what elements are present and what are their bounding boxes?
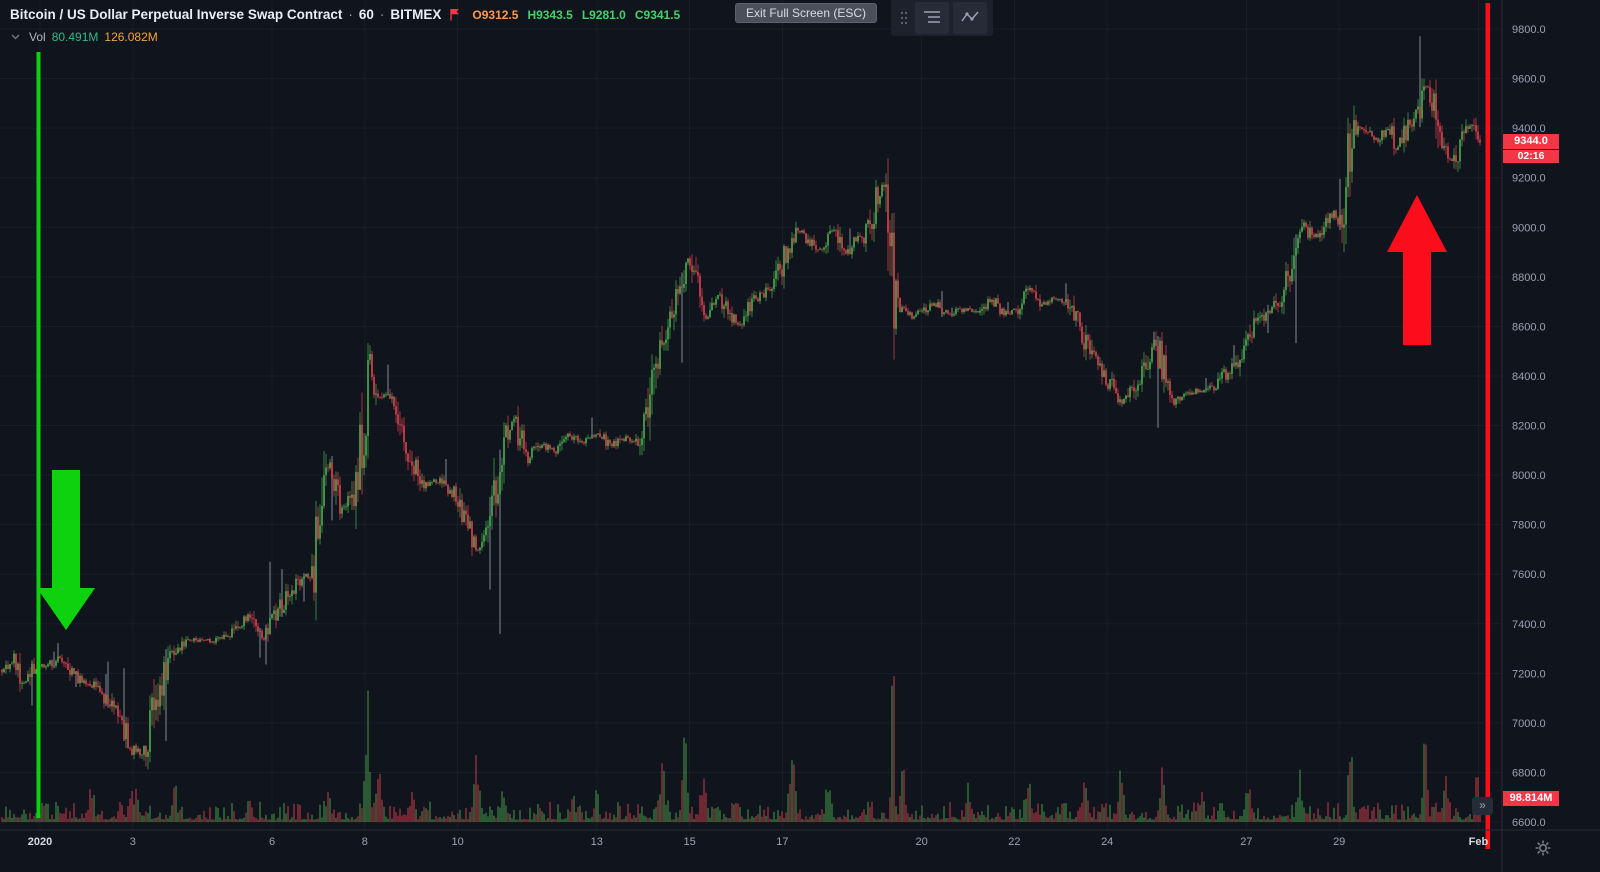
vertical-line-green[interactable] <box>36 52 41 818</box>
price-tick-label: 9600.0 <box>1512 74 1546 86</box>
price-tick-label: 8600.0 <box>1512 321 1546 333</box>
ohlc-low: L9281.0 <box>581 7 626 22</box>
time-tick-label: Feb <box>1469 836 1489 848</box>
trendline-zigzag-icon <box>961 10 979 27</box>
object-tree-icon <box>924 10 940 27</box>
separator-dot: · <box>379 7 385 22</box>
price-tick-label: 7200.0 <box>1512 668 1546 680</box>
chevron-down-icon[interactable] <box>8 33 23 41</box>
candles-layer <box>1 36 1481 770</box>
price-tick-label: 9000.0 <box>1512 222 1546 234</box>
price-tick-label: 7400.0 <box>1512 619 1546 631</box>
candle-countdown-tag: 02:16 <box>1503 150 1559 163</box>
last-price-tag: 9344.0 <box>1503 134 1559 149</box>
time-tick-label: 17 <box>776 836 788 848</box>
time-tick-label: 15 <box>683 836 695 848</box>
price-tick-label: 9400.0 <box>1512 123 1546 135</box>
ohlc-open: O9312.5 <box>472 7 519 22</box>
price-tick-label: 7600.0 <box>1512 569 1546 581</box>
separator-dot: · <box>348 7 353 22</box>
drag-handle-icon[interactable] <box>895 11 913 25</box>
time-tick-label: 2020 <box>28 836 52 848</box>
settings-gear-icon[interactable] <box>1534 839 1552 857</box>
time-tick-label: 22 <box>1008 836 1020 848</box>
object-tree-button[interactable] <box>915 2 949 34</box>
price-tick-label: 9800.0 <box>1512 24 1546 36</box>
price-tick-label: 7800.0 <box>1512 520 1546 532</box>
ohlc-values: O9312.5 H9343.5 L9281.0 C9341.5 <box>472 8 680 22</box>
exchange-label: BITMEX <box>390 7 442 22</box>
scroll-to-realtime-button[interactable]: » <box>1472 797 1493 815</box>
volume-value-tag: 98.814M <box>1503 791 1559 806</box>
floating-toolbar <box>891 0 993 36</box>
time-tick-label: 24 <box>1101 836 1113 848</box>
grid-layer <box>0 0 1502 830</box>
price-tick-label: 6800.0 <box>1512 767 1546 779</box>
interval-label[interactable]: 60 <box>358 7 374 22</box>
green-down-arrow[interactable] <box>37 470 95 630</box>
price-tick-label: 8000.0 <box>1512 470 1546 482</box>
volume-value: 80.491M <box>51 30 99 44</box>
ohlc-high: H9343.5 <box>527 7 573 22</box>
price-tick-label: 9200.0 <box>1512 173 1546 185</box>
symbol-title[interactable]: Bitcoin / US Dollar Perpetual Inverse Sw… <box>10 7 343 22</box>
volume-label: Vol <box>29 30 46 44</box>
price-tick-label: 7000.0 <box>1512 718 1546 730</box>
time-tick-label: 27 <box>1240 836 1252 848</box>
time-tick-label: 10 <box>451 836 463 848</box>
volume-indicator-row: Vol 80.491M 126.082M <box>8 30 158 44</box>
drawing-annotations-layer[interactable] <box>36 3 1491 849</box>
ohlc-close: C9341.5 <box>634 7 681 22</box>
price-tick-label: 8200.0 <box>1512 421 1546 433</box>
flag-icon[interactable] <box>449 8 460 21</box>
volume-ma-value: 126.082M <box>104 30 158 44</box>
time-tick-label: 20 <box>915 836 927 848</box>
time-tick-label: 8 <box>362 836 368 848</box>
time-tick-label: 3 <box>130 836 136 848</box>
chart-legend: Bitcoin / US Dollar Perpetual Inverse Sw… <box>10 7 680 22</box>
red-up-arrow[interactable] <box>1387 195 1447 345</box>
price-tick-label: 8800.0 <box>1512 272 1546 284</box>
volume-bars-layer <box>1 676 1481 822</box>
time-tick-label: 29 <box>1333 836 1345 848</box>
drawings-button[interactable] <box>953 2 987 34</box>
time-tick-label: 6 <box>269 836 275 848</box>
exit-fullscreen-tooltip: Exit Full Screen (ESC) <box>735 3 878 23</box>
time-tick-label: 13 <box>591 836 603 848</box>
price-tick-label: 8400.0 <box>1512 371 1546 383</box>
vertical-line-red[interactable] <box>1485 3 1491 849</box>
price-tick-label: 6600.0 <box>1512 817 1546 829</box>
